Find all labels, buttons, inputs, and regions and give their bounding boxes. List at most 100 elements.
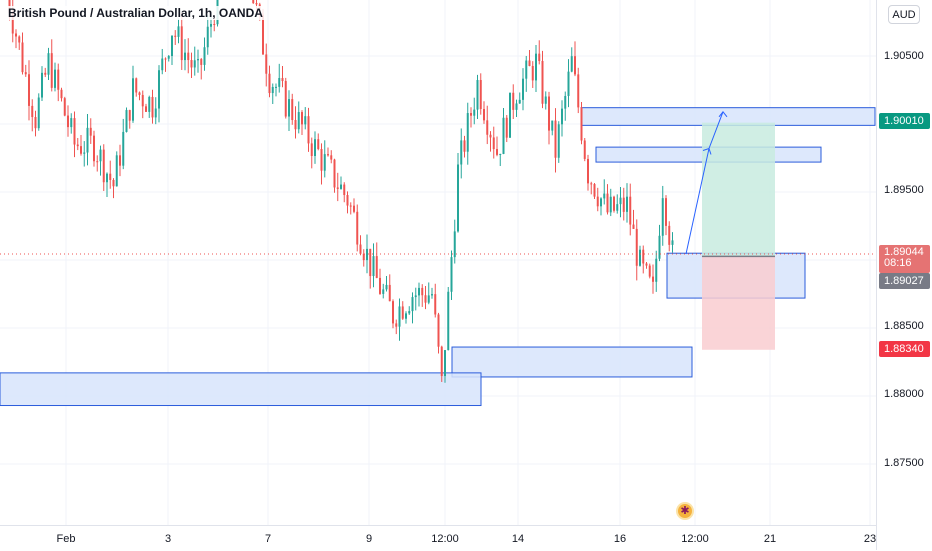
price-tick: 1.88000: [884, 388, 924, 400]
candle-body: [115, 155, 118, 187]
candle-body: [34, 117, 37, 129]
candle-body: [138, 92, 141, 95]
candle-body: [522, 78, 524, 100]
candle-body: [564, 95, 567, 109]
candle-body: [197, 59, 199, 61]
candle-body: [132, 78, 134, 121]
currency-button[interactable]: AUD: [888, 5, 920, 24]
candle-body: [161, 58, 164, 71]
candle-body: [395, 323, 398, 327]
candle-body: [54, 69, 56, 88]
candle-body: [57, 69, 60, 90]
candle-body: [515, 103, 518, 110]
candle-body: [67, 115, 69, 128]
candle-body: [548, 96, 550, 131]
candle-body: [203, 47, 206, 65]
candle-body: [645, 263, 648, 266]
candle-body: [167, 56, 170, 59]
candle-body: [603, 193, 606, 199]
candle-body: [652, 276, 654, 282]
candle-body: [525, 60, 528, 79]
candle-body: [60, 89, 63, 99]
arrow-head-icon: [702, 147, 712, 155]
candle-body: [411, 297, 414, 312]
candle-body: [661, 198, 664, 236]
time-tick: 14: [511, 533, 525, 545]
candle-body: [648, 265, 651, 277]
candle-body: [518, 99, 521, 104]
candle-body: [262, 14, 264, 55]
candle-body: [193, 60, 196, 68]
candle-body: [255, 3, 258, 5]
candle-body: [271, 86, 274, 94]
candle-body: [174, 35, 177, 37]
candle-body: [11, 12, 14, 34]
candle-body: [632, 224, 635, 229]
candle-body: [587, 158, 589, 184]
candle-body: [541, 60, 544, 104]
candle-body: [171, 35, 173, 57]
time-tick: 3: [164, 533, 172, 545]
candle-body: [28, 74, 30, 106]
entry-price-tag: 1.89027: [879, 273, 930, 289]
candle-body: [622, 197, 625, 212]
candle-body: [135, 78, 138, 93]
candle-body: [577, 74, 580, 108]
candle-body: [574, 56, 576, 75]
candle-body: [470, 113, 472, 116]
time-tick: 9: [365, 533, 373, 545]
candle-body: [80, 146, 82, 154]
candle-body: [294, 120, 297, 130]
candle-body: [496, 149, 498, 155]
uk-flag-icon[interactable]: ✱: [676, 502, 694, 520]
candle-body: [323, 154, 326, 171]
candle-body: [333, 159, 336, 188]
candle-body: [44, 72, 47, 75]
candle-body: [590, 183, 593, 185]
candle-body: [466, 113, 469, 152]
candle-body: [421, 287, 424, 296]
candle-body: [349, 205, 352, 207]
candle-body: [447, 291, 450, 351]
candle-body: [184, 52, 186, 61]
candle-body: [544, 96, 547, 104]
price-chart[interactable]: [0, 0, 876, 525]
candle-body: [606, 193, 609, 213]
candle-body: [301, 112, 303, 125]
candle-body: [369, 248, 372, 277]
time-axis[interactable]: [0, 525, 876, 551]
candle-body: [41, 72, 43, 98]
candle-body: [356, 211, 359, 245]
symbol-title: British Pound / Australian Dollar, 1h, O…: [6, 6, 265, 20]
candle-body: [635, 228, 638, 266]
candle-body: [427, 295, 430, 303]
candle-body: [278, 78, 281, 87]
candle-body: [437, 314, 440, 347]
candle-body: [372, 256, 375, 277]
candle-body: [359, 244, 362, 254]
candle-body: [291, 99, 294, 121]
candle-body: [83, 152, 86, 154]
candle-body: [252, 0, 255, 4]
candle-body: [535, 53, 537, 81]
candle-body: [210, 23, 212, 27]
candle-body: [414, 295, 417, 298]
candle-body: [388, 284, 391, 302]
time-tick: 16: [613, 533, 627, 545]
candle-body: [106, 173, 108, 183]
candle-body: [375, 256, 378, 278]
candle-body: [580, 107, 583, 141]
candle-body: [616, 204, 619, 211]
time-tick: 23: [863, 533, 877, 545]
candle-body: [440, 346, 443, 377]
candle-body: [73, 118, 76, 145]
candle-body: [206, 26, 209, 48]
candle-body: [99, 149, 102, 162]
candle-body: [596, 196, 599, 207]
candle-body: [336, 187, 339, 189]
candle-body: [366, 248, 368, 261]
time-tick: Feb: [56, 533, 76, 545]
candle-body: [177, 26, 180, 37]
last-price-value: 1.89044: [884, 246, 924, 258]
